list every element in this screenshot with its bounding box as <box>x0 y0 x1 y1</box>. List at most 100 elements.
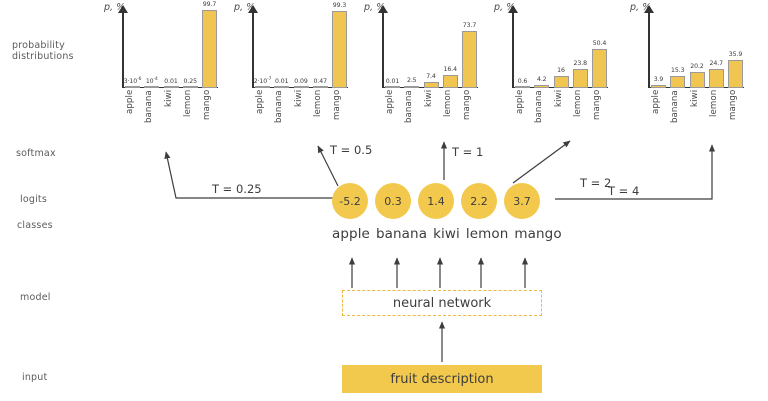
class-name-label: mango <box>514 226 562 242</box>
chart-axis-caption: p, % <box>494 2 516 13</box>
x-tick-label: banana <box>274 90 285 123</box>
bar <box>553 75 569 88</box>
bar <box>312 86 328 88</box>
bar-slot: 0.47 <box>312 10 328 88</box>
temperature-label-t05: T = 0.5 <box>330 143 373 157</box>
class-name-label: apple <box>332 226 370 242</box>
row-label-model: model <box>20 292 51 303</box>
x-tick-label: mango <box>202 90 212 121</box>
x-tick-label: mango <box>332 90 342 121</box>
bar-value-label: 2·10-7 <box>253 76 272 85</box>
bar-value-label: 73.7 <box>462 21 477 29</box>
bar <box>670 76 686 88</box>
bar <box>592 48 607 88</box>
bar-slot: 35.9 <box>728 10 743 88</box>
chart-axis-caption: p, % <box>630 2 652 13</box>
bar-slot: 99.3 <box>332 2 347 88</box>
bar-slot: 10-4 <box>144 10 160 88</box>
y-axis-arrow-icon <box>507 5 518 13</box>
bar-slot: 99.7 <box>202 1 217 88</box>
x-tick-label: apple <box>255 90 265 115</box>
x-tick-label: apple <box>385 90 395 115</box>
logit-bubble: 1.4 <box>418 183 454 219</box>
bar-value-label: 4.2 <box>536 75 547 83</box>
bar <box>163 86 179 88</box>
bar <box>708 68 724 88</box>
row-label-probability-distributions: probability distributions <box>12 40 74 62</box>
logit-bubble: 0.3 <box>375 183 411 219</box>
bar <box>689 72 705 88</box>
bar-slot: 73.7 <box>462 10 477 88</box>
temperature-label-t025: T = 0.25 <box>212 182 262 196</box>
bar <box>255 86 270 88</box>
row-label-input: input <box>22 372 48 383</box>
x-tick-label: kiwi <box>689 90 700 108</box>
fruit-description-input-box[interactable]: fruit description <box>342 365 542 393</box>
bar-value-label: 0.01 <box>164 77 178 85</box>
bar <box>293 86 309 88</box>
bar-slot: 50.4 <box>592 10 607 88</box>
logit-bubble: -5.2 <box>332 183 368 219</box>
x-tick-label: lemon <box>442 90 453 118</box>
x-tick-label: banana <box>404 90 415 123</box>
bar-slot: 2·10-7 <box>253 10 272 88</box>
y-axis-line <box>252 10 254 88</box>
bar-slot: 0.25 <box>182 10 198 88</box>
temperature-label-t2: T = 2 <box>580 176 612 190</box>
bar-slot: 16 <box>553 10 569 88</box>
x-tick-label: kiwi <box>163 90 174 108</box>
logit-bubble: 3.7 <box>504 183 540 219</box>
x-tick-labels: apple banana kiwi lemon mango <box>125 90 217 132</box>
bar <box>182 86 198 88</box>
bar-slot: 0.6 <box>515 10 530 88</box>
bar-value-label: 3·10-6 <box>123 76 142 85</box>
y-axis-arrow-icon <box>117 5 128 13</box>
temperature-label-t4: T = 4 <box>608 184 640 198</box>
bar-slot: 3.9 <box>651 10 666 88</box>
x-tick-labels: apple banana kiwi lemon mango <box>255 90 347 132</box>
x-tick-label: banana <box>670 90 681 123</box>
bar-slot: 24.7 <box>708 10 724 88</box>
bar-slot: 0.01 <box>274 10 290 88</box>
y-axis-line <box>512 10 514 88</box>
probability-chart-t2: p, % 0.6 4.2 16 23.8 50.4 apple banana kiwi lem… <box>494 0 624 135</box>
bar-value-label: 0.47 <box>313 77 327 85</box>
probability-chart-t4: p, % 3.9 15.3 20.2 24.7 35.9 apple banana kiwi… <box>630 0 760 135</box>
bar <box>144 86 160 88</box>
chart-axis-caption: p, % <box>234 2 256 13</box>
x-tick-label: mango <box>728 90 738 121</box>
bar <box>332 10 347 88</box>
bar <box>385 86 400 88</box>
x-tick-label: apple <box>125 90 135 115</box>
logits-row: -5.2 0.3 1.4 2.2 3.7 <box>332 183 540 219</box>
logit-bubble: 2.2 <box>461 183 497 219</box>
bar-slot: 20.2 <box>689 10 705 88</box>
bar-slot: 0.09 <box>293 10 309 88</box>
bar <box>462 30 477 88</box>
x-tick-label: apple <box>515 90 525 115</box>
bar-group: 3.9 15.3 20.2 24.7 35.9 <box>651 10 743 88</box>
bar-slot: 4.2 <box>534 10 550 88</box>
x-tick-label: mango <box>462 90 472 121</box>
x-tick-label: banana <box>144 90 155 123</box>
temperature-label-t1: T = 1 <box>452 145 484 159</box>
x-tick-labels: apple banana kiwi lemon mango <box>651 90 743 132</box>
bar-value-label: 99.7 <box>202 1 217 9</box>
bar <box>274 86 290 88</box>
y-axis-arrow-icon <box>377 5 388 13</box>
bar <box>534 84 550 88</box>
row-label-softmax: softmax <box>16 148 56 159</box>
y-axis-line <box>382 10 384 88</box>
neural-network-box[interactable]: neural network <box>342 290 542 316</box>
x-tick-label: kiwi <box>553 90 564 108</box>
row-label-classes: classes <box>17 220 53 231</box>
bar-value-label: 2.5 <box>406 77 417 85</box>
bar-value-label: 0.6 <box>517 77 528 85</box>
x-tick-labels: apple banana kiwi lemon mango <box>385 90 477 132</box>
x-tick-label: kiwi <box>423 90 434 108</box>
x-tick-label: kiwi <box>293 90 304 108</box>
x-tick-labels: apple banana kiwi lemon mango <box>515 90 607 132</box>
class-name-label: kiwi <box>433 226 460 242</box>
bar <box>423 82 439 88</box>
bar-slot: 15.3 <box>670 10 686 88</box>
